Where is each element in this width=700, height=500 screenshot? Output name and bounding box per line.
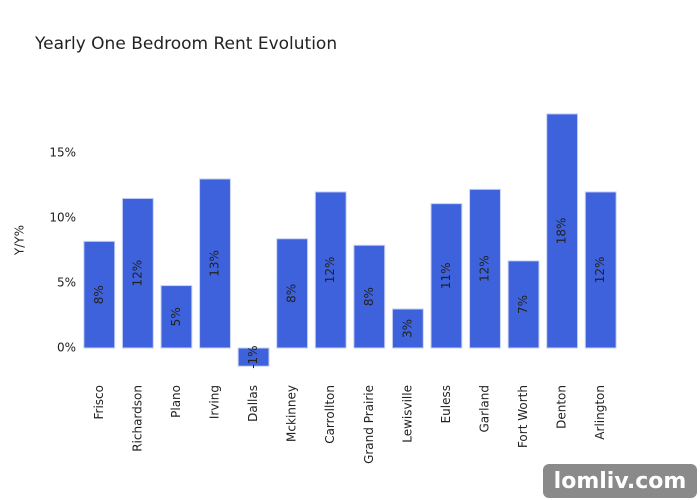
bar: [160, 285, 193, 349]
value-label: 3%: [400, 319, 414, 338]
bar: [469, 188, 501, 349]
y-tick-label: 0%: [57, 340, 76, 354]
bar: [83, 240, 116, 349]
y-tick-label: 10%: [49, 210, 76, 224]
y-axis-label: Y/Y%: [13, 225, 27, 256]
x-tick-label: Richardson: [130, 385, 144, 452]
value-label: -1%: [246, 345, 260, 368]
chart-title: Yearly One Bedroom Rent Evolution: [34, 34, 337, 54]
y-tick-label: 15%: [49, 145, 76, 159]
x-tick-label: Garland: [478, 385, 492, 433]
x-tick-label: Fort Worth: [516, 385, 530, 448]
value-label: 13%: [208, 250, 222, 277]
bar: [276, 238, 309, 349]
bar: [546, 113, 579, 349]
bar: [353, 244, 386, 349]
x-tick-label: Plano: [169, 385, 183, 418]
watermark-bg: [543, 464, 697, 498]
value-label: 8%: [362, 287, 376, 306]
x-tick-label: Carrollton: [323, 385, 337, 444]
bar: [199, 178, 231, 349]
x-tick-label: Arlington: [593, 385, 607, 440]
value-label: 12%: [130, 260, 144, 287]
watermark: lomliv.com: [554, 469, 687, 494]
value-label: 12%: [478, 255, 492, 282]
x-tick-label: Mckinney: [285, 385, 299, 442]
bar: [584, 191, 617, 349]
bar: [430, 203, 463, 349]
bar: [391, 308, 424, 349]
bar: [237, 347, 270, 367]
y-tick-label: 5%: [57, 275, 76, 289]
bar: [121, 197, 154, 349]
value-label: 5%: [169, 307, 183, 326]
x-tick-label: Frisco: [92, 385, 106, 420]
x-tick-label: Lewisville: [400, 385, 414, 443]
value-label: 8%: [92, 285, 106, 304]
value-label: 11%: [439, 262, 453, 289]
x-tick-label: Grand Prairie: [362, 385, 376, 464]
value-label: 7%: [516, 295, 530, 314]
value-label: 12%: [593, 257, 607, 284]
value-label: 18%: [555, 218, 569, 245]
x-tick-label: Irving: [208, 385, 222, 419]
x-tick-label: Euless: [439, 385, 453, 423]
bar: [507, 260, 540, 349]
value-label: 12%: [323, 257, 337, 284]
x-tick-label: Dallas: [246, 385, 260, 422]
x-tick-label: Denton: [555, 385, 569, 429]
bar: [314, 191, 347, 349]
value-label: 8%: [285, 284, 299, 303]
